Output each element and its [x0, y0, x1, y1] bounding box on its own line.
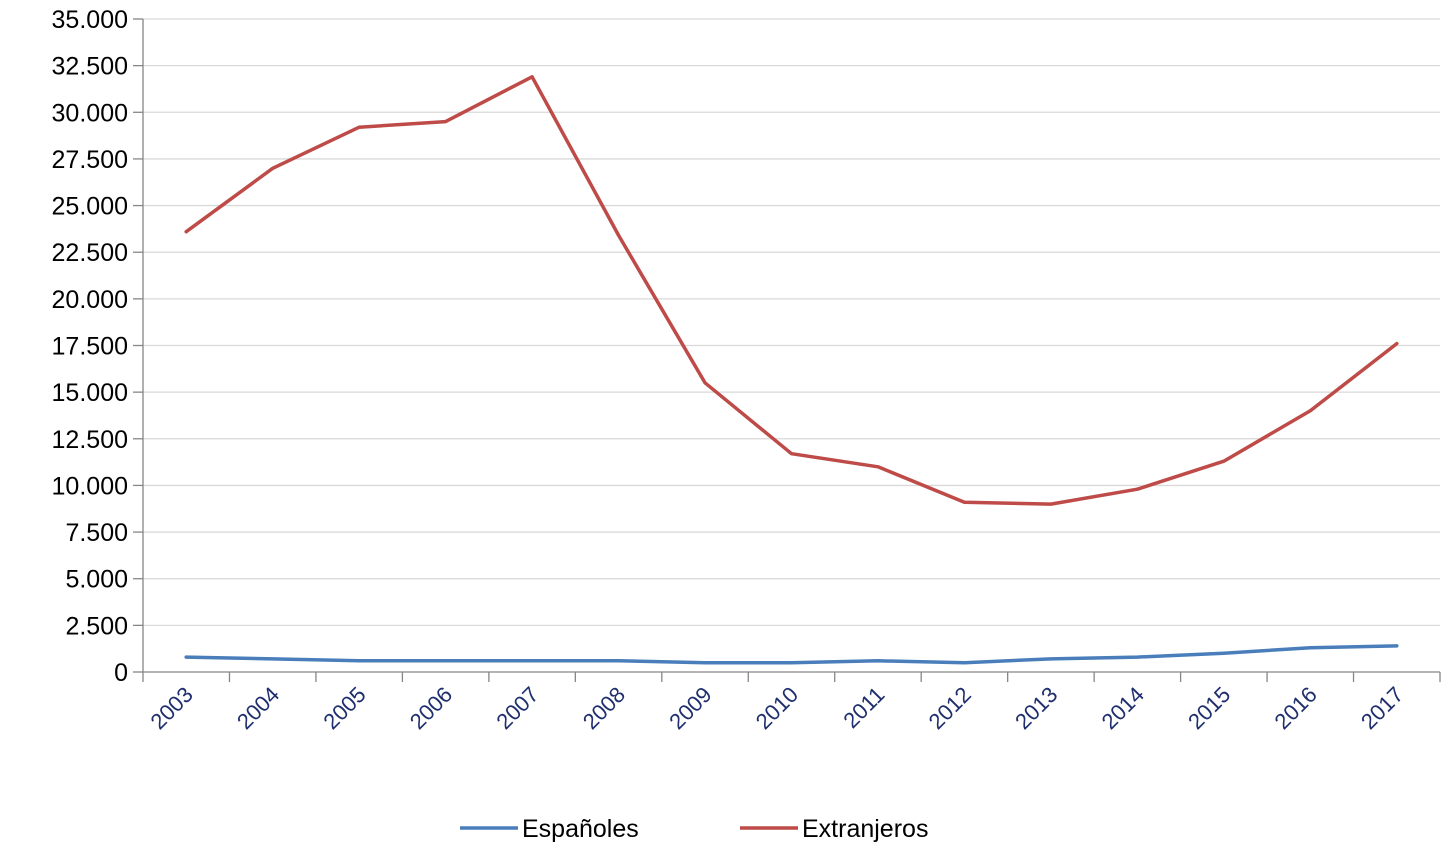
y-axis-tick-labels: 0 2.500 5.000 7.500 10.000 12.500 15.000 17.500… [52, 6, 128, 687]
y-tick-label: 32.500 [52, 53, 128, 81]
data-point [962, 661, 966, 665]
data-point [1135, 487, 1139, 491]
data-point [703, 661, 707, 665]
data-point [357, 659, 361, 663]
y-tick-label: 30.000 [52, 99, 128, 127]
data-point [876, 659, 880, 663]
x-tick-label: 2017 [1356, 682, 1408, 734]
legend-label: Extranjeros [802, 815, 928, 843]
data-point [184, 655, 188, 659]
x-tick-label: 2016 [1270, 682, 1322, 734]
x-tick-label: 2005 [318, 682, 370, 734]
data-point [184, 230, 188, 234]
data-point [703, 381, 707, 385]
y-tick-label: 5.000 [65, 566, 128, 594]
y-tick-label: 25.000 [52, 193, 128, 221]
series-lines [184, 75, 1399, 665]
data-point [790, 661, 793, 665]
series-line-1 [184, 75, 1399, 506]
x-tick-label: 2003 [145, 682, 197, 734]
y-tick-label: 17.500 [52, 333, 128, 361]
y-tick-label: 35.000 [52, 6, 128, 34]
data-point [271, 166, 275, 170]
y-tick-label: 7.500 [65, 519, 128, 547]
y-tick-label: 12.500 [52, 426, 128, 454]
data-point [1395, 342, 1399, 346]
data-point [617, 659, 621, 663]
y-tick-label: 27.500 [52, 146, 128, 174]
data-point [876, 465, 880, 469]
x-tick-label: 2011 [838, 682, 889, 733]
y-tick-label: 2.500 [65, 612, 128, 640]
data-point [1049, 657, 1053, 661]
data-point [444, 120, 448, 124]
x-tick-label: 2010 [751, 682, 803, 734]
data-point [444, 659, 448, 663]
data-point [962, 500, 966, 504]
series-line-0 [184, 644, 1399, 665]
data-point [1049, 502, 1053, 506]
x-tick-label: 2013 [1010, 682, 1062, 734]
legend-label: Españoles [522, 815, 639, 843]
data-point [530, 75, 534, 79]
data-point [530, 659, 534, 663]
axes [133, 18, 1441, 682]
x-tick-label: 2008 [578, 682, 630, 734]
data-point [617, 233, 621, 237]
legend-item: Extranjeros [740, 815, 928, 843]
y-tick-label: 0 [114, 659, 128, 687]
data-point [271, 657, 275, 661]
x-tick-label: 2012 [924, 682, 976, 734]
data-point [790, 452, 793, 456]
data-point [1135, 655, 1139, 659]
data-point [1222, 651, 1226, 655]
x-tick-label: 2015 [1183, 682, 1235, 734]
legend: Españoles Extranjeros [460, 815, 928, 843]
data-point [1308, 646, 1312, 650]
data-point [1308, 409, 1312, 413]
data-point [1222, 459, 1226, 463]
data-point [1395, 644, 1399, 648]
x-tick-label: 2007 [491, 682, 543, 734]
x-tick-label: 2006 [405, 682, 457, 734]
gridlines [143, 18, 1440, 627]
y-tick-label: 10.000 [52, 472, 128, 500]
x-tick-label: 2004 [232, 682, 284, 734]
data-point [357, 125, 361, 129]
y-tick-label: 20.000 [52, 286, 128, 314]
x-tick-label: 2014 [1097, 682, 1149, 734]
y-tick-label: 15.000 [52, 379, 128, 407]
legend-item: Españoles [460, 815, 639, 843]
y-tick-label: 22.500 [52, 239, 128, 267]
x-axis-tick-labels: 2003 2004 2005 2006 2007 2008 2009 2010 2011 2012… [145, 682, 1408, 734]
x-tick-label: 2009 [664, 682, 716, 734]
